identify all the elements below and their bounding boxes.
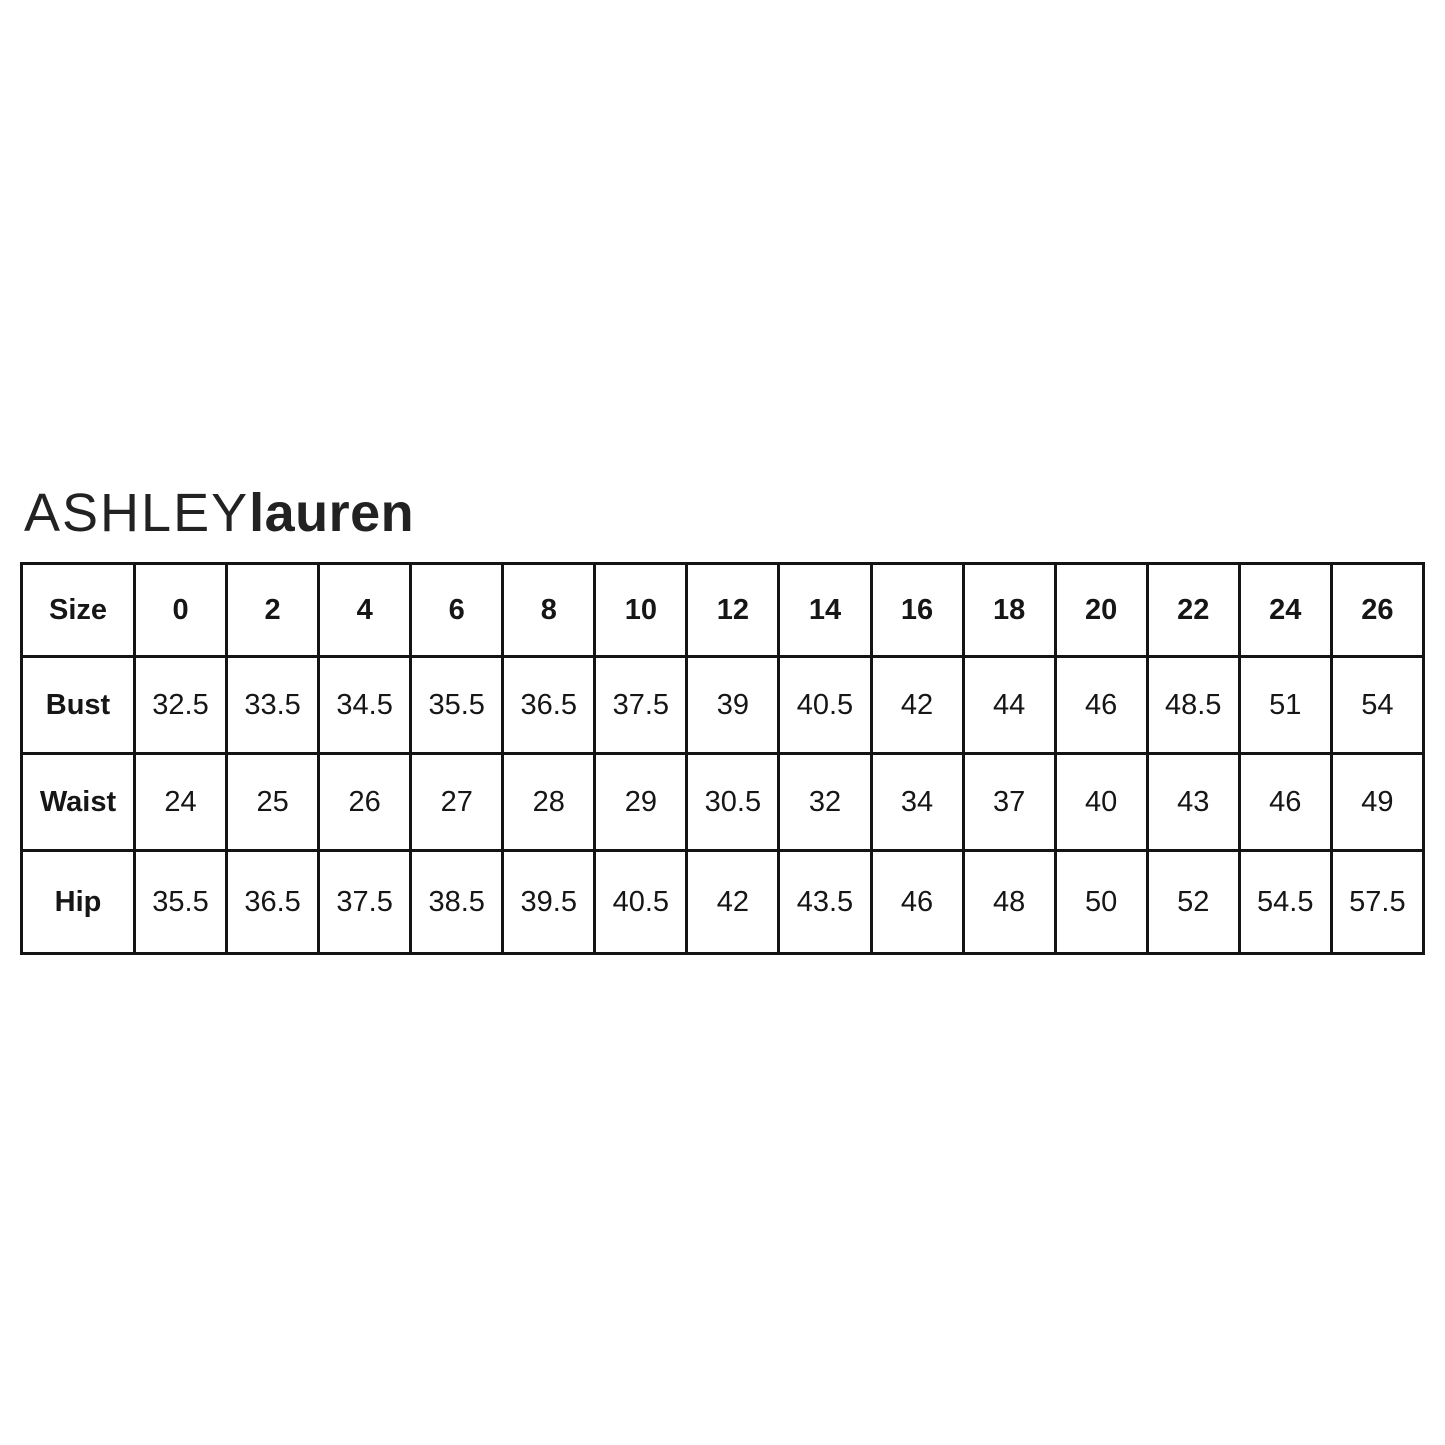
row-header-cell: Bust bbox=[20, 655, 136, 755]
table-cell: 32 bbox=[777, 752, 873, 852]
table-cell: 48.5 bbox=[1145, 655, 1241, 755]
table-cell: 37.5 bbox=[593, 655, 689, 755]
table-cell: 48 bbox=[961, 849, 1057, 955]
table-cell: 34.5 bbox=[317, 655, 413, 755]
column-header-cell: 0 bbox=[132, 562, 229, 658]
table-cell: 37.5 bbox=[317, 849, 413, 955]
table-cell: 30.5 bbox=[685, 752, 781, 852]
table-cell: 44 bbox=[961, 655, 1057, 755]
table-cell: 35.5 bbox=[132, 849, 229, 955]
table-cell: 42 bbox=[869, 655, 965, 755]
table-row: Bust 32.5 33.5 34.5 35.5 36.5 37.5 39 40.5 42 44 46… bbox=[20, 655, 1426, 755]
table-cell: 43 bbox=[1145, 752, 1241, 852]
brand-logo-second-word: lauren bbox=[249, 483, 415, 543]
table-cell: 38.5 bbox=[409, 849, 505, 955]
table-cell: 52 bbox=[1145, 849, 1241, 955]
size-chart-body: Size 0 2 4 6 8 10 12 14 16 18 20 22 24 26 Bust 32.5 33.5 3… bbox=[20, 562, 1426, 955]
table-cell: 26 bbox=[317, 752, 413, 852]
table-cell: 46 bbox=[869, 849, 965, 955]
table-cell: 36.5 bbox=[225, 849, 321, 955]
table-cell: 35.5 bbox=[409, 655, 505, 755]
table-cell: 28 bbox=[501, 752, 597, 852]
brand-logo-first-word: ASHLEY bbox=[24, 483, 250, 543]
table-cell: 34 bbox=[869, 752, 965, 852]
row-header-cell: Hip bbox=[20, 849, 136, 955]
table-cell: 57.5 bbox=[1329, 849, 1426, 955]
table-cell: 24 bbox=[132, 752, 229, 852]
column-header-cell: 12 bbox=[685, 562, 781, 658]
table-cell: 27 bbox=[409, 752, 505, 852]
table-cell: 54 bbox=[1329, 655, 1426, 755]
column-header-cell: 16 bbox=[869, 562, 965, 658]
table-cell: 49 bbox=[1329, 752, 1426, 852]
column-header-cell: 4 bbox=[317, 562, 413, 658]
table-cell: 39 bbox=[685, 655, 781, 755]
table-cell: 37 bbox=[961, 752, 1057, 852]
column-header-cell: 14 bbox=[777, 562, 873, 658]
table-cell: 25 bbox=[225, 752, 321, 852]
column-header-cell: 22 bbox=[1145, 562, 1241, 658]
table-cell: 46 bbox=[1053, 655, 1149, 755]
table-cell: 39.5 bbox=[501, 849, 597, 955]
column-header-cell: 8 bbox=[501, 562, 597, 658]
table-cell: 40.5 bbox=[777, 655, 873, 755]
table-row: Waist 24 25 26 27 28 29 30.5 32 34 37 40 43 46 49 bbox=[20, 752, 1426, 852]
brand-logo: ASHLEYlauren bbox=[24, 486, 414, 540]
table-cell: 50 bbox=[1053, 849, 1149, 955]
row-header-cell: Waist bbox=[20, 752, 136, 852]
table-cell: 42 bbox=[685, 849, 781, 955]
table-cell: 51 bbox=[1237, 655, 1333, 755]
table-cell: 40.5 bbox=[593, 849, 689, 955]
row-header-cell: Size bbox=[20, 562, 136, 658]
table-cell: 43.5 bbox=[777, 849, 873, 955]
column-header-cell: 18 bbox=[961, 562, 1057, 658]
column-header-row: Size 0 2 4 6 8 10 12 14 16 18 20 22 24 26 bbox=[20, 562, 1426, 658]
column-header-cell: 10 bbox=[593, 562, 689, 658]
table-cell: 36.5 bbox=[501, 655, 597, 755]
table-row: Hip 35.5 36.5 37.5 38.5 39.5 40.5 42 43.5 46 48 50 5… bbox=[20, 849, 1426, 955]
table-cell: 40 bbox=[1053, 752, 1149, 852]
table-cell: 54.5 bbox=[1237, 849, 1333, 955]
table-cell: 29 bbox=[593, 752, 689, 852]
table-cell: 33.5 bbox=[225, 655, 321, 755]
column-header-cell: 2 bbox=[225, 562, 321, 658]
column-header-cell: 26 bbox=[1329, 562, 1426, 658]
column-header-cell: 6 bbox=[409, 562, 505, 658]
column-header-cell: 24 bbox=[1237, 562, 1333, 658]
table-cell: 32.5 bbox=[132, 655, 229, 755]
size-chart-table: Size 0 2 4 6 8 10 12 14 16 18 20 22 24 26 Bust 32.5 33.5 3… bbox=[20, 562, 1426, 955]
table-cell: 46 bbox=[1237, 752, 1333, 852]
column-header-cell: 20 bbox=[1053, 562, 1149, 658]
